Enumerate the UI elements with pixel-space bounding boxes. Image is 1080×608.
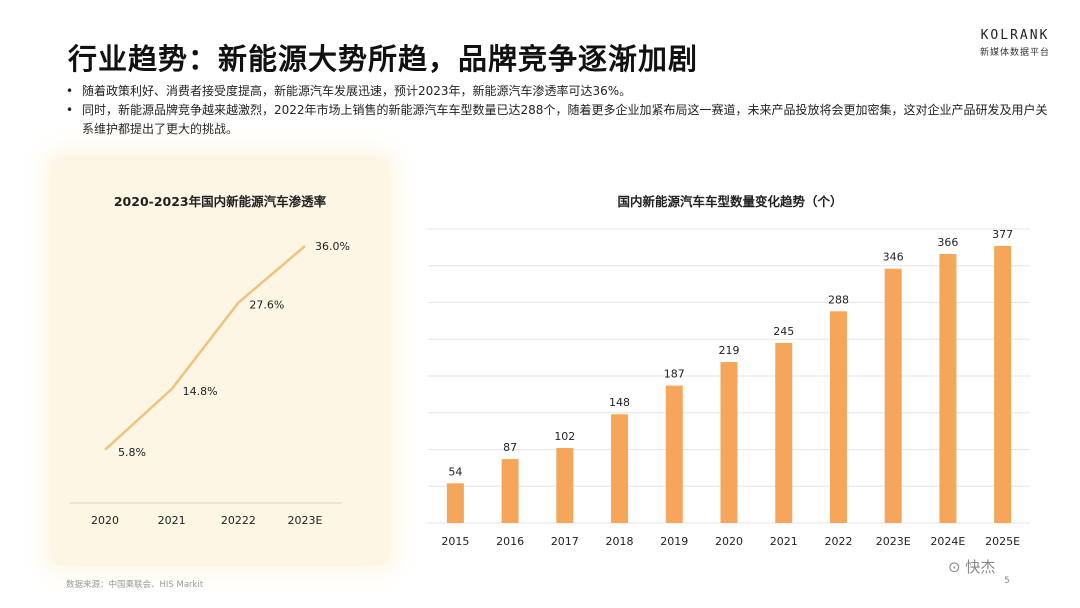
x-tick-label: 2024E: [930, 535, 965, 548]
bar-chart-title: 国内新能源汽车车型数量变化趋势（个）: [617, 194, 843, 209]
bar-value-label: 102: [554, 430, 575, 443]
bullet-dot: •: [66, 84, 74, 98]
bar: [501, 459, 519, 523]
bar-value-label: 87: [503, 441, 517, 454]
line-chart-panel: [50, 156, 390, 566]
bullet-item: • 同时，新能源品牌竞争越来越激烈，2022年市场上销售的新能源汽车车型数量已达…: [66, 101, 1056, 139]
page-title: 行业趋势：新能源大势所趋，品牌竞争逐渐加剧: [68, 42, 699, 76]
bar: [884, 268, 902, 523]
bullet-item: • 随着政策利好、消费者接受度提高，新能源汽车发展迅速，预计2023年，新能源汽…: [66, 82, 1056, 101]
x-tick-label: 2020: [715, 535, 743, 548]
watermark: ⊙ 快杰: [948, 558, 996, 576]
bar-value-label: 377: [992, 228, 1013, 241]
bar: [939, 253, 957, 524]
brand-name: KOLRANK: [980, 28, 1050, 43]
bar: [611, 414, 629, 523]
brand-logo: KOLRANK 新媒体数据平台: [980, 28, 1050, 58]
bar: [994, 245, 1012, 523]
bullet-list: • 随着政策利好、消费者接受度提高，新能源汽车发展迅速，预计2023年，新能源汽…: [66, 82, 1056, 139]
bar-value-label: 346: [883, 251, 904, 264]
page-number: 5: [1004, 576, 1010, 586]
x-tick-label: 2022: [824, 535, 852, 548]
bar: [556, 448, 574, 523]
bullet-dot: •: [66, 103, 74, 117]
x-tick-label: 2015: [441, 535, 469, 548]
x-tick-label: 2018: [606, 535, 634, 548]
brand-subtitle: 新媒体数据平台: [979, 48, 1050, 58]
x-tick-label: 2021: [770, 535, 798, 548]
bar: [775, 342, 793, 523]
x-tick-label: 2025E: [985, 535, 1020, 548]
line-chart-title: 2020-2023年国内新能源汽车渗透率: [113, 194, 327, 209]
bullet-text: 同时，新能源品牌竞争越来越激烈，2022年市场上销售的新能源汽车车型数量已达28…: [82, 103, 1048, 136]
bar-value-label: 219: [719, 344, 740, 357]
bar-value-label: 187: [664, 368, 685, 381]
x-tick-label: 2023E: [876, 535, 911, 548]
x-tick-label: 2019: [660, 535, 688, 548]
bar: [665, 385, 683, 523]
bar: [446, 483, 464, 523]
bullet-text: 随着政策利好、消费者接受度提高，新能源汽车发展迅速，预计2023年，新能源汽车渗…: [82, 84, 632, 98]
bar-value-label: 288: [828, 293, 849, 306]
x-tick-label: 2016: [496, 535, 524, 548]
bar-value-label: 245: [773, 325, 794, 338]
bar-value-label: 148: [609, 396, 630, 409]
bar-value-label: 366: [937, 236, 958, 249]
bar: [829, 311, 847, 523]
bar-value-label: 54: [448, 465, 462, 478]
x-tick-label: 2017: [551, 535, 579, 548]
bar: [720, 362, 738, 523]
data-source-note: 数据来源：中国乘联会、HIS Markit: [66, 580, 204, 590]
